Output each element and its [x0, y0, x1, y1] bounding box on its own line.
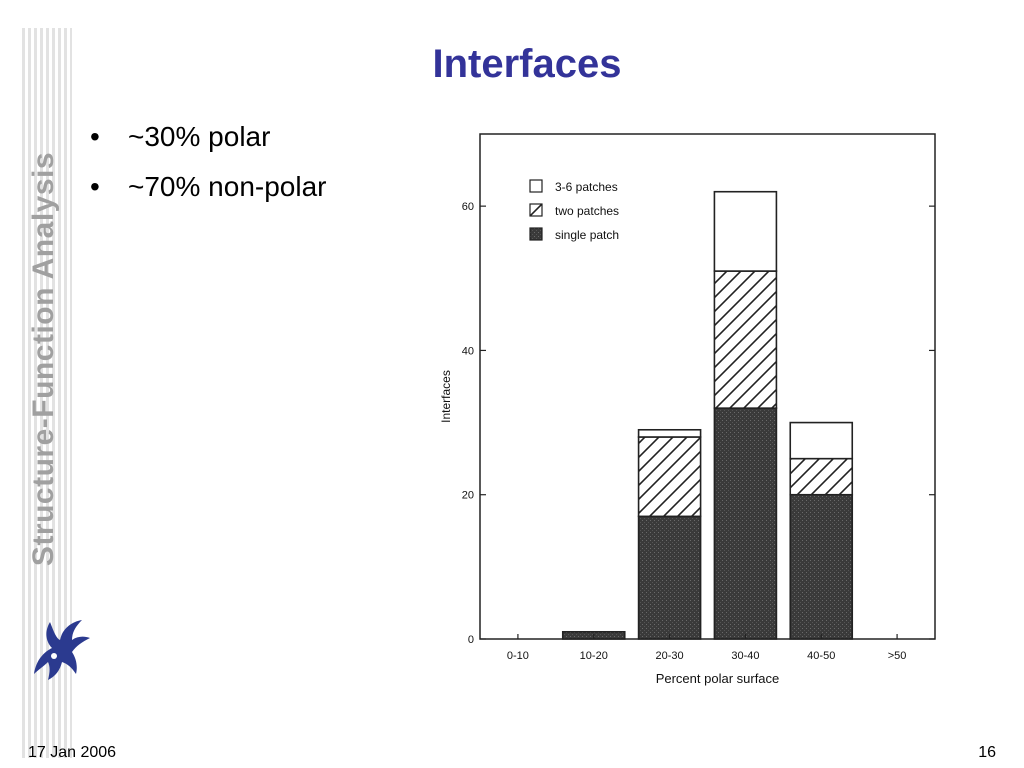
footer-date: 17 Jan 2006: [28, 744, 117, 761]
bar-segment: [713, 190, 778, 272]
x-tick-label: 10-20: [580, 650, 608, 662]
y-tick-label: 0: [468, 634, 474, 646]
y-tick-label: 20: [462, 490, 474, 502]
side-title: Structure-Function Analysis: [27, 151, 60, 567]
x-tick-label: 0-10: [507, 650, 529, 662]
bullet-glyph: •: [90, 121, 100, 152]
x-tick-label: 20-30: [656, 650, 684, 662]
bullet-text: ~30% polar: [128, 121, 271, 152]
bullet-item: • ~70% non-polar: [90, 162, 326, 212]
bullet-glyph: •: [90, 171, 100, 202]
x-tick-label: 40-50: [807, 650, 835, 662]
bar-segment: [789, 493, 854, 640]
legend-label: single patch: [555, 228, 619, 242]
legend-swatch: [529, 227, 543, 241]
page-number: 16: [978, 744, 996, 761]
legend-label: 3-6 patches: [555, 180, 618, 194]
bar-segment: [713, 270, 778, 409]
bar-segment: [637, 515, 702, 640]
plot-frame: [479, 133, 936, 640]
bar-segment: [789, 457, 854, 496]
x-tick-label: 30-40: [731, 650, 759, 662]
legend-swatch: [529, 203, 543, 217]
bar-segment: [713, 407, 778, 640]
slide-title: Interfaces: [432, 42, 622, 86]
y-tick-label: 40: [462, 345, 474, 357]
legend-label: two patches: [555, 204, 619, 218]
y-tick-label: 60: [462, 201, 474, 213]
y-axis-label: Interfaces: [439, 370, 453, 423]
x-axis-label: Percent polar surface: [656, 671, 780, 686]
griffin-logo-icon: [34, 620, 90, 680]
legend-swatch: [529, 179, 543, 193]
bullet-list: • ~30% polar • ~70% non-polar: [90, 112, 326, 212]
bullet-text: ~70% non-polar: [128, 171, 327, 202]
bar-segment: [637, 428, 702, 438]
bar-segment: [637, 436, 702, 518]
bar-segment: [789, 421, 854, 460]
x-tick-label: >50: [888, 650, 907, 662]
stacked-bar-chart: 0 20 40 60 0-10 10-20 20-30 30-40 40-50 >50 Percen…: [439, 133, 936, 686]
bullet-item: • ~30% polar: [90, 112, 326, 162]
